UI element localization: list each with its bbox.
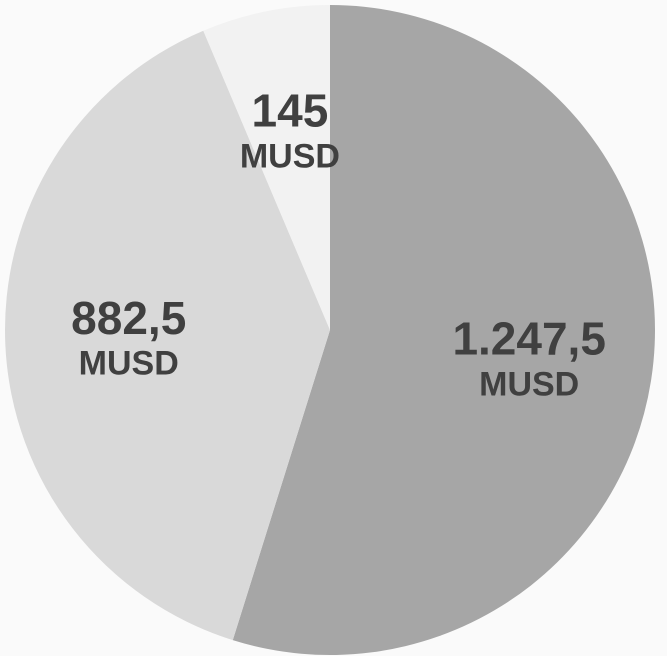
slice-unit-label: MUSD (479, 365, 579, 403)
slice-unit-label: MUSD (240, 138, 340, 176)
pie-slice (203, 4, 330, 330)
pie-slice (232, 5, 656, 656)
pie-slice (4, 30, 331, 641)
slice-unit-label: MUSD (79, 345, 179, 383)
slice-value-label: 1.247,5 (452, 313, 605, 365)
slice-value-label: 145 (252, 85, 329, 137)
slice-value-label: 882,5 (71, 292, 186, 344)
